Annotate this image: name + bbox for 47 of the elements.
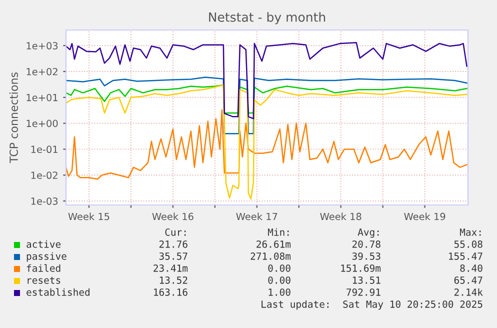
x-tick-label: Week 19	[404, 212, 446, 220]
line-series	[66, 84, 468, 200]
y-tick-label: 1e+00	[26, 120, 58, 128]
text: 65.47	[454, 276, 482, 284]
text: Avg:	[358, 228, 379, 238]
line-series	[66, 109, 468, 180]
y-tick-label: 1e-03	[31, 197, 58, 205]
y-tick-label: 1e+01	[26, 94, 58, 102]
text: 8.40	[460, 264, 482, 272]
text: 2.14k	[454, 288, 483, 296]
text: 792.91	[346, 288, 380, 296]
text: Cur:	[165, 228, 186, 236]
text: Max:	[460, 228, 481, 236]
legend-label: failed	[26, 264, 60, 272]
x-tick-label: Week 18	[320, 212, 362, 220]
text: 39.53	[352, 252, 380, 260]
legend-label: established	[26, 288, 90, 296]
text: 1.00	[268, 288, 290, 296]
chart-title: Netstat - by month	[209, 12, 326, 24]
y-tick-label: 1e-02	[31, 172, 58, 179]
line-series	[66, 42, 468, 120]
text: 13.52	[160, 276, 188, 284]
text: 20.78	[352, 240, 380, 248]
text: 55.08	[454, 240, 482, 248]
y-tick-label: 1e+02	[26, 68, 58, 76]
text: 13.51	[352, 276, 380, 284]
x-tick-label: Week 16	[152, 212, 194, 220]
text: 0.00	[268, 276, 290, 284]
text: 151.69m	[341, 264, 381, 272]
text: 163.16	[154, 288, 188, 296]
legend-label: active	[26, 240, 61, 248]
text: 26.61m	[256, 240, 291, 248]
text: 23.41m	[154, 264, 188, 272]
legend-label: resets	[28, 276, 60, 284]
y-tick-label: 1e+03	[26, 42, 58, 50]
text: 35.57	[159, 252, 188, 260]
text: 0.00	[268, 264, 290, 272]
text: 155.47	[449, 252, 482, 260]
x-tick-label: Week 17	[236, 212, 278, 220]
x-tick-label: Week 15	[68, 212, 110, 220]
y-tick-label: 1e-01	[31, 146, 58, 154]
y-axis-title: TCP connections	[9, 72, 18, 164]
text: 21.76	[159, 240, 188, 248]
text: 271.08m	[250, 252, 291, 260]
text: Min:	[268, 228, 289, 236]
text: Last update: Sat May 10 20:25:00 2025	[262, 300, 482, 310]
legend-label: passive	[26, 252, 66, 262]
